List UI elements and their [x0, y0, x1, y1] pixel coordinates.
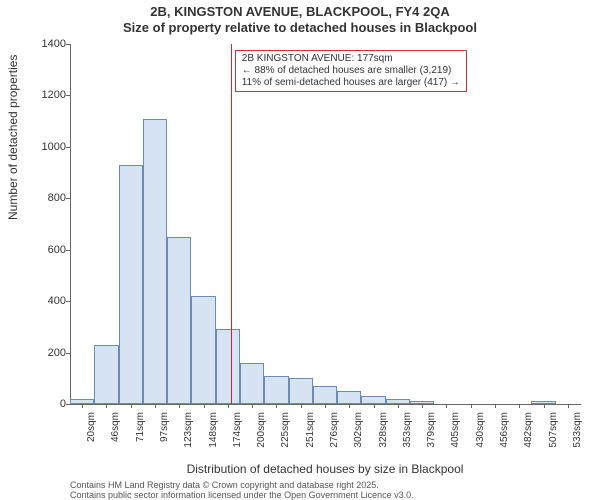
x-tick-label: 148sqm — [208, 412, 219, 456]
x-tick-mark — [398, 404, 399, 408]
y-tick-label: 600 — [48, 244, 66, 256]
histogram-bar — [264, 376, 288, 404]
x-tick-label: 302sqm — [353, 412, 364, 456]
histogram-bar — [143, 119, 167, 404]
x-tick-label: 405sqm — [450, 412, 461, 456]
x-tick-mark — [471, 404, 472, 408]
annotation-line-1: 2B KINGSTON AVENUE: 177sqm — [242, 53, 460, 65]
histogram-bar — [313, 386, 337, 404]
x-tick-label: 482sqm — [523, 412, 534, 456]
x-tick-mark — [82, 404, 83, 408]
y-tick-label: 1400 — [42, 38, 66, 50]
y-tick-label: 1000 — [42, 141, 66, 153]
y-tick-mark — [66, 250, 70, 251]
annotation-box: 2B KINGSTON AVENUE: 177sqm ← 88% of deta… — [235, 50, 467, 92]
x-tick-mark — [422, 404, 423, 408]
x-tick-mark — [179, 404, 180, 408]
x-tick-label: 276sqm — [329, 412, 340, 456]
x-tick-mark — [204, 404, 205, 408]
chart-title-line2: Size of property relative to detached ho… — [0, 20, 600, 35]
y-tick-label: 800 — [48, 192, 66, 204]
histogram-bar — [94, 345, 118, 404]
x-tick-label: 225sqm — [280, 412, 291, 456]
x-axis-label: Distribution of detached houses by size … — [70, 462, 580, 476]
x-tick-mark — [446, 404, 447, 408]
x-tick-mark — [568, 404, 569, 408]
x-tick-label: 200sqm — [256, 412, 267, 456]
y-tick-mark — [66, 147, 70, 148]
histogram-bar — [216, 329, 240, 404]
x-tick-mark — [349, 404, 350, 408]
x-tick-mark — [131, 404, 132, 408]
histogram-bar — [119, 165, 143, 404]
x-tick-mark — [374, 404, 375, 408]
footer-line-1: Contains HM Land Registry data © Crown c… — [70, 480, 379, 490]
y-tick-mark — [66, 95, 70, 96]
y-tick-label: 200 — [48, 347, 66, 359]
y-axis-label: Number of detached properties — [6, 55, 20, 220]
x-tick-label: 123sqm — [183, 412, 194, 456]
y-tick-mark — [66, 353, 70, 354]
x-tick-label: 379sqm — [426, 412, 437, 456]
y-tick-mark — [66, 198, 70, 199]
x-tick-mark — [155, 404, 156, 408]
annotation-line-3: 11% of semi-detached houses are larger (… — [242, 77, 460, 89]
y-tick-label: 400 — [48, 295, 66, 307]
x-tick-mark — [252, 404, 253, 408]
x-tick-label: 97sqm — [159, 412, 170, 456]
x-tick-mark — [276, 404, 277, 408]
histogram-bar — [167, 237, 191, 404]
x-tick-label: 20sqm — [86, 412, 97, 456]
x-tick-label: 46sqm — [110, 412, 121, 456]
x-tick-label: 71sqm — [135, 412, 146, 456]
x-tick-mark — [544, 404, 545, 408]
y-tick-label: 1200 — [42, 89, 66, 101]
x-tick-label: 251sqm — [305, 412, 316, 456]
x-tick-label: 430sqm — [475, 412, 486, 456]
histogram-bar — [289, 378, 313, 404]
reference-line — [231, 44, 232, 404]
y-tick-mark — [66, 404, 70, 405]
x-tick-mark — [325, 404, 326, 408]
histogram-bar — [337, 391, 361, 404]
x-tick-mark — [228, 404, 229, 408]
chart-title-line1: 2B, KINGSTON AVENUE, BLACKPOOL, FY4 2QA — [0, 4, 600, 19]
x-tick-label: 456sqm — [499, 412, 510, 456]
x-tick-label: 174sqm — [232, 412, 243, 456]
histogram-bar — [191, 296, 215, 404]
histogram-bar — [240, 363, 264, 404]
x-tick-label: 353sqm — [402, 412, 413, 456]
histogram-bar — [361, 396, 385, 404]
x-tick-mark — [106, 404, 107, 408]
y-tick-mark — [66, 301, 70, 302]
x-tick-mark — [495, 404, 496, 408]
chart-container: 2B, KINGSTON AVENUE, BLACKPOOL, FY4 2QA … — [0, 0, 600, 500]
x-tick-mark — [519, 404, 520, 408]
x-tick-mark — [301, 404, 302, 408]
x-tick-label: 507sqm — [548, 412, 559, 456]
x-tick-label: 533sqm — [572, 412, 583, 456]
y-tick-mark — [66, 44, 70, 45]
x-tick-label: 328sqm — [378, 412, 389, 456]
footer-line-2: Contains public sector information licen… — [70, 490, 414, 500]
y-tick-label: 0 — [60, 398, 66, 410]
annotation-line-2: ← 88% of detached houses are smaller (3,… — [242, 65, 460, 77]
